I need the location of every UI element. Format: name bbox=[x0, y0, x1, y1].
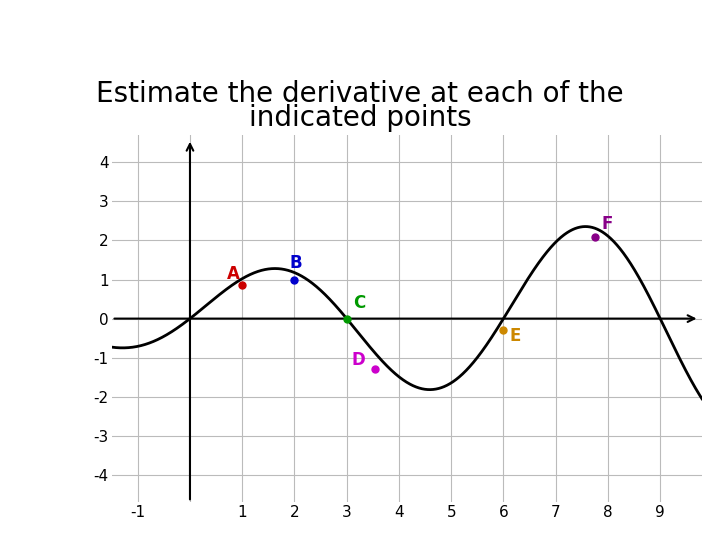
Text: indicated points: indicated points bbox=[248, 104, 472, 132]
Text: Estimate the derivative at each of the: Estimate the derivative at each of the bbox=[96, 80, 624, 108]
Text: D: D bbox=[352, 352, 366, 369]
Text: E: E bbox=[510, 327, 521, 345]
Text: B: B bbox=[289, 254, 302, 272]
Text: C: C bbox=[353, 294, 365, 312]
Text: F: F bbox=[601, 215, 613, 233]
Text: A: A bbox=[227, 266, 240, 284]
